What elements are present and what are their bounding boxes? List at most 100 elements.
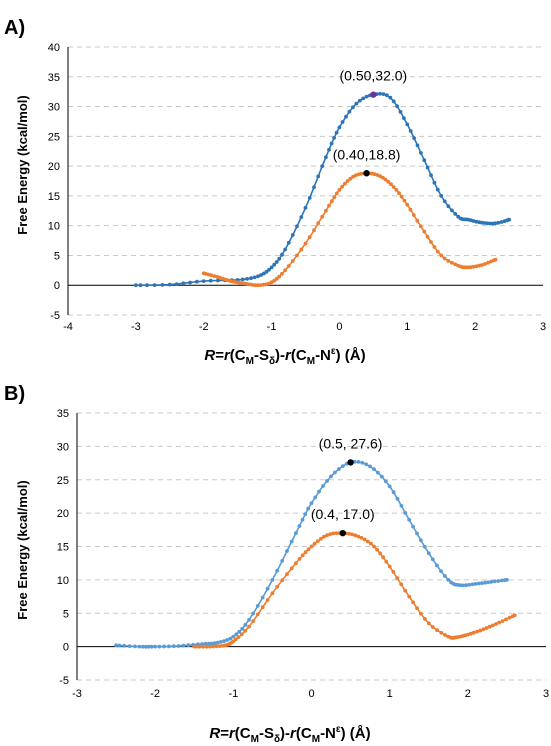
data-point [243, 623, 248, 627]
data-point [429, 173, 433, 178]
x-axis-label-b: R=r(CM-Sδ)-r(CM-Nε) (Å) [209, 724, 370, 745]
data-point [320, 214, 325, 219]
panel-label-a: A) [4, 17, 25, 39]
data-point [378, 551, 382, 556]
data-point [446, 578, 451, 582]
data-point [476, 581, 481, 586]
data-point [430, 625, 435, 629]
series-line-1 [116, 460, 507, 648]
data-point [290, 259, 295, 263]
x-axis-label-part: r [290, 725, 297, 742]
data-point [499, 578, 504, 583]
data-point [397, 191, 401, 196]
x-axis-label-part: M [251, 734, 259, 745]
data-point [252, 275, 257, 280]
data-point [333, 470, 337, 475]
data-point [211, 644, 216, 649]
data-point [470, 582, 475, 587]
y-tick-label: 0 [54, 280, 60, 292]
data-point [480, 581, 484, 585]
data-point [386, 179, 391, 184]
data-point [484, 626, 489, 630]
axes-a: -5 0 5 10 15 20 25 30 35 40 -4 -3 -2 -1 0 1 2 3 [48, 42, 546, 333]
data-point [133, 644, 137, 649]
data-point [146, 644, 151, 649]
data-point [430, 557, 435, 562]
y-tick-label: 15 [57, 542, 69, 554]
x-axis-label-part: M [246, 356, 254, 367]
data-point [489, 580, 494, 584]
data-point [245, 282, 250, 286]
data-point [450, 208, 454, 213]
data-point [442, 199, 447, 204]
data-point [340, 464, 345, 468]
extremum-label: (0.4, 17.0) [311, 506, 375, 522]
data-point [353, 533, 358, 538]
x-axis-label-part: -S [259, 725, 274, 742]
x-tick-label: 1 [404, 321, 410, 333]
data-point [329, 199, 334, 204]
y-tick-label: 5 [54, 250, 60, 262]
data-point [303, 512, 308, 516]
x-axis-label-part: = [215, 347, 224, 364]
data-point [465, 632, 470, 637]
data-point [294, 561, 298, 566]
data-point [300, 553, 305, 558]
data-point [494, 622, 498, 626]
chart-panel-b: B) Free Energy (kcal/mol) -5051015202530… [4, 383, 549, 745]
data-point [225, 638, 230, 642]
x-tick-label: -4 [63, 321, 73, 333]
y-tick-label: 5 [63, 608, 69, 620]
data-point [415, 218, 420, 223]
data-point [283, 247, 287, 252]
data-point [425, 165, 430, 170]
data-point [364, 462, 369, 467]
data-point [402, 116, 406, 120]
data-point [289, 566, 294, 571]
data-point [260, 605, 265, 610]
x-tick-label: -2 [150, 688, 160, 700]
data-point [212, 274, 217, 278]
data-point [344, 114, 348, 119]
data-point [395, 104, 399, 109]
data-point [327, 147, 331, 152]
x-tick-label: 1 [387, 688, 393, 700]
data-point [285, 572, 289, 576]
data-point [381, 555, 385, 560]
extremum-label: (0.5, 27.6) [319, 435, 383, 451]
data-point [152, 283, 157, 287]
x-axis-label-part: ) (Å) [336, 347, 366, 364]
data-point [256, 274, 260, 279]
data-point [453, 262, 458, 267]
data-point [403, 511, 408, 515]
data-point [385, 93, 389, 98]
data-point [387, 484, 392, 489]
data-point [195, 279, 199, 284]
y-tick-label: 25 [57, 475, 69, 487]
data-point [209, 273, 214, 278]
data-point [141, 644, 145, 649]
x-tick-label: 2 [472, 321, 478, 333]
data-point [432, 180, 437, 185]
data-point [218, 640, 223, 644]
data-point [280, 559, 285, 563]
data-point [208, 278, 213, 283]
data-point [402, 198, 407, 203]
data-point [149, 644, 154, 649]
data-point [280, 252, 284, 257]
data-point [127, 644, 132, 648]
data-point [391, 490, 396, 495]
data-point [405, 122, 410, 127]
data-point [461, 583, 465, 588]
data-point [458, 583, 462, 588]
series-a [134, 91, 511, 288]
data-point [429, 240, 433, 244]
data-point [387, 564, 392, 569]
data-point [316, 221, 321, 226]
extremum-marker [339, 529, 346, 537]
x-tick-label: 3 [540, 321, 546, 333]
data-point [334, 531, 339, 535]
data-point [411, 600, 415, 605]
extremum-marker [370, 91, 377, 98]
data-point [372, 467, 376, 472]
